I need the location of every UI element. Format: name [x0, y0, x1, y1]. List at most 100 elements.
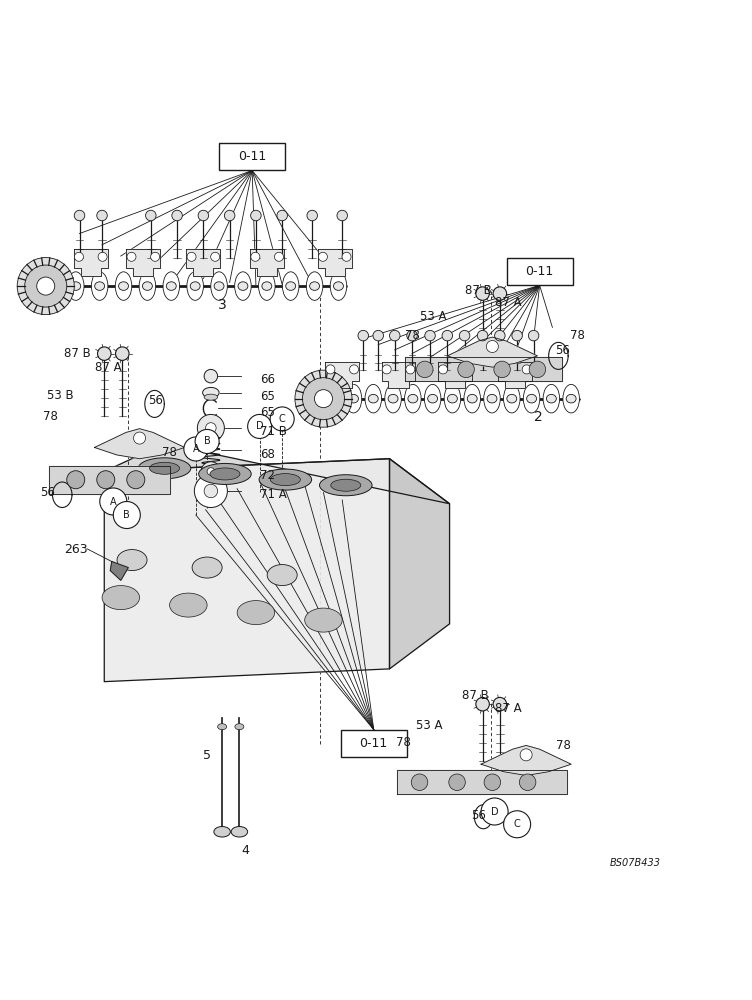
Circle shape	[116, 347, 129, 360]
Ellipse shape	[217, 724, 226, 730]
Polygon shape	[397, 770, 568, 794]
Circle shape	[251, 252, 260, 261]
Ellipse shape	[424, 384, 441, 413]
Ellipse shape	[334, 282, 344, 290]
Polygon shape	[390, 459, 450, 669]
Circle shape	[127, 471, 145, 489]
Ellipse shape	[447, 394, 457, 403]
Ellipse shape	[484, 384, 500, 413]
Circle shape	[211, 252, 220, 261]
Ellipse shape	[259, 272, 275, 300]
Circle shape	[187, 252, 196, 261]
Text: 87 A: 87 A	[495, 296, 521, 309]
Circle shape	[307, 210, 317, 221]
Ellipse shape	[487, 394, 497, 403]
Text: 78: 78	[162, 446, 177, 459]
Ellipse shape	[68, 272, 84, 300]
Circle shape	[197, 414, 224, 441]
Circle shape	[250, 210, 261, 221]
Circle shape	[100, 488, 127, 515]
Ellipse shape	[115, 272, 132, 300]
Circle shape	[67, 471, 85, 489]
Circle shape	[318, 252, 327, 261]
Ellipse shape	[526, 394, 536, 403]
Ellipse shape	[138, 458, 191, 479]
Ellipse shape	[202, 387, 219, 398]
Ellipse shape	[365, 384, 381, 413]
Ellipse shape	[368, 394, 378, 403]
Text: 78: 78	[405, 329, 420, 342]
Circle shape	[224, 210, 235, 221]
Circle shape	[204, 369, 217, 383]
Circle shape	[295, 370, 352, 427]
Circle shape	[205, 423, 216, 433]
FancyBboxPatch shape	[341, 730, 407, 757]
Text: 78: 78	[396, 736, 411, 749]
Text: 0-11: 0-11	[359, 737, 388, 750]
Circle shape	[512, 330, 523, 341]
Ellipse shape	[166, 282, 176, 290]
Circle shape	[198, 210, 208, 221]
Ellipse shape	[139, 272, 156, 300]
Text: 56: 56	[40, 486, 55, 499]
Circle shape	[97, 210, 108, 221]
Ellipse shape	[187, 272, 204, 300]
Text: 5: 5	[203, 749, 211, 762]
Ellipse shape	[214, 827, 230, 837]
Text: A: A	[193, 444, 199, 454]
Circle shape	[459, 330, 470, 341]
Ellipse shape	[192, 557, 222, 578]
Circle shape	[425, 330, 435, 341]
Ellipse shape	[170, 593, 207, 617]
Ellipse shape	[204, 394, 217, 400]
Text: 53 A: 53 A	[416, 719, 442, 732]
Circle shape	[74, 210, 85, 221]
Ellipse shape	[444, 384, 461, 413]
Circle shape	[373, 330, 384, 341]
Circle shape	[522, 365, 531, 374]
Ellipse shape	[547, 394, 556, 403]
Circle shape	[493, 287, 507, 300]
Ellipse shape	[262, 282, 271, 290]
Polygon shape	[105, 444, 450, 504]
Circle shape	[493, 697, 507, 711]
Circle shape	[150, 252, 159, 261]
Circle shape	[25, 265, 67, 307]
Ellipse shape	[117, 550, 147, 571]
Circle shape	[98, 252, 107, 261]
Circle shape	[411, 774, 428, 790]
Circle shape	[478, 330, 488, 341]
Ellipse shape	[163, 272, 180, 300]
Text: 56: 56	[555, 344, 569, 357]
Ellipse shape	[190, 282, 200, 290]
Ellipse shape	[267, 565, 297, 586]
Text: 72: 72	[259, 469, 274, 482]
Polygon shape	[126, 249, 160, 276]
Circle shape	[449, 774, 465, 790]
Ellipse shape	[331, 479, 361, 491]
Circle shape	[98, 347, 111, 360]
Circle shape	[314, 390, 332, 408]
Ellipse shape	[320, 475, 372, 496]
Circle shape	[277, 210, 287, 221]
Text: 68: 68	[259, 448, 274, 461]
Circle shape	[74, 252, 83, 261]
Circle shape	[417, 361, 433, 378]
Text: 65: 65	[259, 390, 274, 403]
Circle shape	[274, 252, 284, 261]
Text: 65: 65	[259, 406, 274, 419]
Circle shape	[201, 462, 220, 481]
Ellipse shape	[95, 282, 105, 290]
Text: 71 B: 71 B	[259, 425, 287, 438]
Polygon shape	[318, 249, 352, 276]
Circle shape	[342, 252, 351, 261]
Text: C: C	[279, 414, 286, 424]
Ellipse shape	[150, 462, 180, 474]
Text: 78: 78	[44, 410, 59, 423]
Ellipse shape	[102, 586, 140, 610]
Circle shape	[350, 365, 359, 374]
Ellipse shape	[306, 272, 323, 300]
Ellipse shape	[385, 384, 402, 413]
Text: 78: 78	[570, 329, 584, 342]
Polygon shape	[186, 249, 220, 276]
